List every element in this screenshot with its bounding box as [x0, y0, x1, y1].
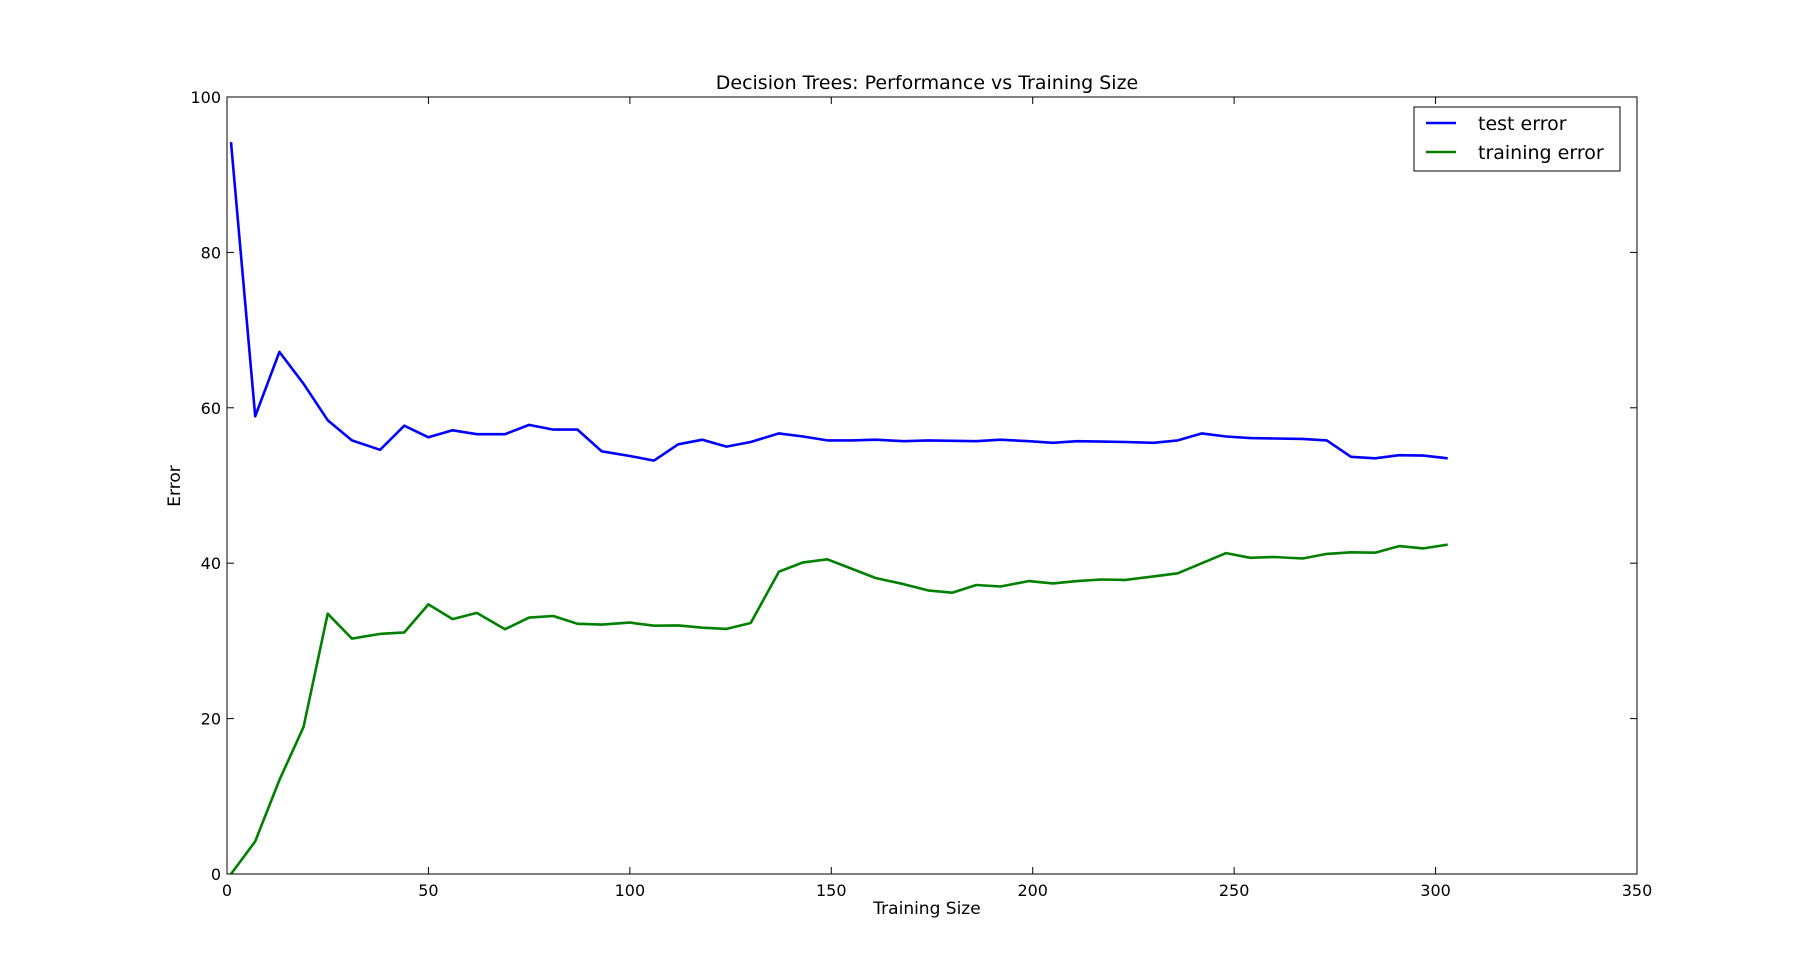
x-tick-label: 200: [1017, 881, 1048, 900]
y-tick-label: 80: [201, 243, 221, 262]
y-axis-label: Error: [165, 465, 185, 506]
series-line-training-error: [229, 543, 1448, 875]
y-tick-label: 0: [211, 865, 221, 884]
y-tick-label: 100: [190, 88, 221, 107]
y-tick-label: 60: [201, 399, 221, 418]
x-tick-label: 150: [816, 881, 847, 900]
x-tick-label: 300: [1420, 881, 1451, 900]
x-tick-label: 0: [222, 881, 232, 900]
plot-frame: [226, 96, 1638, 875]
x-tick-label: 250: [1219, 881, 1250, 900]
y-tick-label: 40: [201, 554, 221, 573]
x-tick-label: 100: [615, 881, 646, 900]
legend-label: test error: [1478, 113, 1567, 135]
y-tick-label: 20: [201, 710, 221, 729]
x-axis-label: Training Size: [872, 899, 980, 919]
legend-box: [1413, 106, 1621, 172]
series-line-test-error: [229, 141, 1448, 462]
x-tick-label: 350: [1622, 881, 1653, 900]
legend: test error training error: [1413, 106, 1621, 172]
x-tick-label: 50: [418, 881, 438, 900]
series-group: [229, 141, 1448, 875]
x-axis: 0 50 100 150 200 250 300 350: [222, 97, 1652, 900]
y-axis: 0 20 40 60 80 100: [190, 88, 1637, 884]
chart-title: Decision Trees: Performance vs Training …: [716, 72, 1139, 94]
legend-label: training error: [1478, 142, 1604, 164]
